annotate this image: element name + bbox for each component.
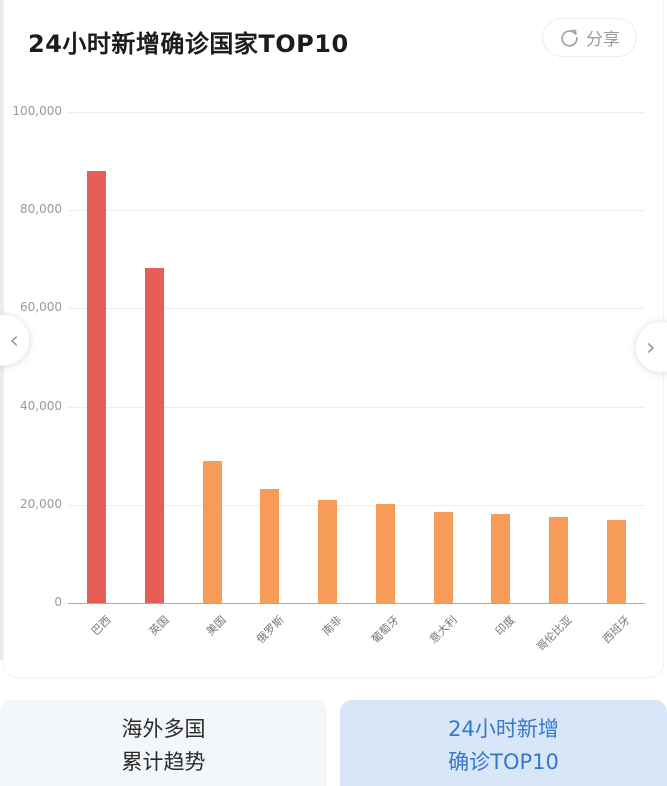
bar-巴西[interactable] [87,170,107,603]
y-axis-tick-label: 20,000 [20,496,62,511]
tab-label-line2: 确诊TOP10 [448,750,559,774]
x-axis-tick-label: 意大利 [427,613,460,646]
bar-西班牙[interactable] [606,520,626,603]
gridline [68,406,645,408]
tab-overseas-cumulative-trend[interactable]: 海外多国 累计趋势 [0,700,327,786]
tab-label-line1: 24小时新增 [448,717,559,741]
chevron-right-icon: › [646,333,656,361]
bar-南非[interactable] [318,499,338,603]
x-axis-tick-label: 葡萄牙 [369,613,402,646]
bar-俄罗斯[interactable] [260,488,280,603]
share-label: 分享 [586,30,620,50]
x-axis-tick-label: 美国 [204,613,229,639]
tab-24h-new-confirmed-top10[interactable]: 24小时新增 确诊TOP10 [340,700,667,786]
tab-label-line2: 累计趋势 [121,750,206,774]
x-axis-tick-label: 南非 [319,613,345,639]
y-axis-tick-label: 0 [54,595,62,609]
share-refresh-icon [559,27,580,48]
x-axis-line [68,603,645,604]
x-axis-tick-label: 哥伦比亚 [534,613,576,654]
y-axis-tick-label: 60,000 [20,300,62,315]
bar-印度[interactable] [491,513,511,603]
x-axis-tick-label: 巴西 [88,613,114,639]
x-axis-tick-label: 印度 [492,613,518,639]
x-axis-tick-label: 英国 [146,613,172,639]
bar-哥伦比亚[interactable] [548,517,568,603]
x-axis-tick-label: 西班牙 [600,613,633,646]
tab-label-line1: 海外多国 [121,717,206,741]
page-title: 24小时新增确诊国家TOP10 [28,30,349,58]
chevron-left-icon: ‹ [9,326,19,354]
share-button[interactable]: 分享 [542,18,637,57]
bar-意大利[interactable] [433,511,453,603]
bar-美国[interactable] [202,460,222,603]
x-axis-tick-label: 俄罗斯 [254,613,287,646]
gridline [68,504,645,506]
bottom-tab-bar: 海外多国 累计趋势 24小时新增 确诊TOP10 [0,700,667,786]
gridline [68,210,645,212]
gridline [68,112,645,113]
bar-英国[interactable] [145,268,165,603]
y-axis-tick-label: 100,000 [12,104,62,118]
gridline [68,308,645,310]
bar-葡萄牙[interactable] [375,503,395,603]
bar-chart: 0 20,000 40,000 60,000 80,000 100,000 巴西 英国 美国 俄罗… [12,104,645,654]
y-axis-tick-label: 80,000 [20,202,62,217]
y-axis-tick-label: 40,000 [20,398,62,413]
